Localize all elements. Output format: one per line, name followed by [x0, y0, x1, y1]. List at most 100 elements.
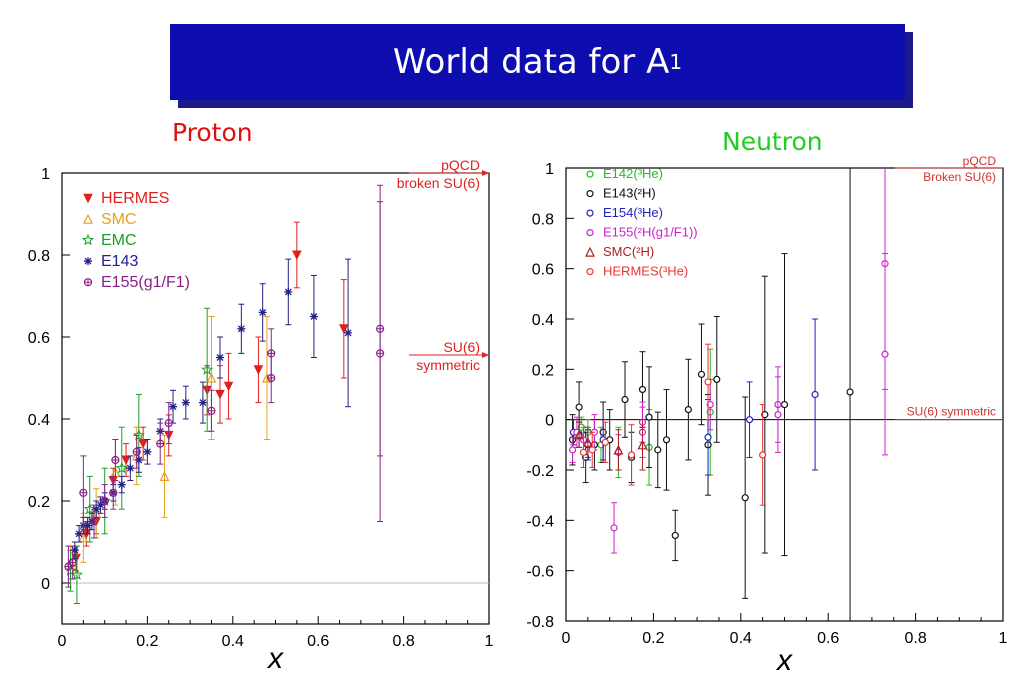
neutron-data-point: [671, 531, 679, 540]
neutron-legend-marker: [585, 246, 595, 257]
proton-data-point: [156, 439, 165, 448]
neutron-xtick-label: 0.6: [817, 630, 839, 647]
neutron-ytick-label: 0.6: [532, 262, 554, 279]
neutron-ytick-label: -0.2: [526, 463, 554, 480]
slide-title-subscript: 1: [669, 50, 683, 74]
proton-data-point: [111, 455, 120, 465]
neutron-legend-marker: [586, 190, 594, 198]
neutron-legend-label: E142(³He): [603, 166, 663, 181]
neutron-data-point: [662, 436, 671, 444]
neutron-data-point: [697, 370, 706, 378]
neutron-data-point: [811, 390, 819, 399]
proton-legend-label: EMC: [101, 232, 137, 249]
neutron-ytick-label: 0.8: [532, 211, 554, 228]
neutron-data-point: [774, 411, 782, 419]
proton-legend-marker: [81, 233, 95, 246]
proton-data-point: [267, 349, 276, 358]
proton-data-point: [92, 505, 101, 514]
neutron-data-point: [613, 444, 624, 455]
proton-legend: HERMES SMC EMC E143 E155(g1/F1): [81, 190, 190, 291]
proton-data-point: [201, 363, 214, 375]
neutron-xtick-label: 0.8: [904, 630, 926, 647]
neutron-data-point: [654, 446, 662, 454]
proton-ytick-label: 0.8: [28, 248, 50, 265]
neutron-ytick-label: 0.2: [532, 362, 554, 379]
neutron-legend-label: E143(²H): [603, 186, 656, 201]
proton-data-point: [89, 517, 99, 526]
proton-data-point: [132, 447, 141, 456]
proton-annotation-arrowhead: [482, 352, 489, 359]
proton-xtick-label: 0.4: [222, 633, 244, 650]
neutron-xtick-label: 1: [999, 630, 1008, 647]
proton-data-point: [126, 464, 135, 473]
proton-data-point: [75, 529, 84, 538]
proton-panel-label: Proton: [172, 118, 253, 147]
proton-ytick-label: 0.6: [28, 330, 50, 347]
proton-data-point: [64, 562, 73, 571]
neutron-annotation-line2: Broken SU(6): [923, 170, 996, 184]
neutron-data-point: [704, 433, 712, 441]
neutron-legend: E142(³He) E143(²H) E154(³He) E155(²H(g1/F1)…: [585, 166, 698, 279]
proton-annotation: SU(6) symmetric: [409, 339, 489, 373]
neutron-annotation: SU(6) symmetric: [895, 405, 1003, 421]
neutron-series: [568, 168, 889, 554]
neutron-data-point: [588, 446, 596, 454]
proton-legend-marker: [83, 193, 93, 204]
neutron-ytick-label: 0.4: [532, 312, 554, 329]
proton-legend-label: SMC: [101, 211, 137, 228]
proton-data-point: [223, 381, 234, 392]
neutron-data-point: [621, 395, 629, 404]
neutron-legend-label: SMC(²H): [603, 244, 654, 259]
slide-title-text: World data for A: [392, 42, 670, 82]
proton-data-point: [79, 488, 88, 497]
neutron-data-point: [713, 375, 721, 383]
neutron-ytick-label: -0.8: [526, 614, 554, 631]
proton-data-point: [284, 287, 293, 296]
neutron-series: [574, 419, 648, 471]
proton-annotation: pQCD broken SU(6): [397, 157, 489, 191]
proton-data-point: [143, 447, 152, 456]
proton-ytick-label: 0.2: [28, 494, 50, 511]
neutron-panel-label: Neutron: [722, 127, 823, 156]
proton-annotation-line2: symmetric: [416, 357, 480, 373]
proton-xaxis-label: x: [266, 642, 284, 675]
proton-annotation-line1: pQCD: [441, 157, 480, 173]
proton-data-point: [96, 501, 105, 510]
neutron-data-point: [568, 446, 577, 454]
proton-xtick-label: 1: [485, 633, 494, 650]
proton-series: [70, 258, 353, 559]
proton-chart: 0 0.2 0.4 0.6 0.8 1 0 0.2 0.4 0.6 0.8 1 x HERMES SMC EM…: [28, 157, 494, 675]
proton-annotation-line1: SU(6): [443, 339, 480, 355]
neutron-ytick-label: -0.6: [526, 564, 554, 581]
proton-data-point: [215, 353, 224, 362]
proton-ytick-label: 0: [41, 576, 50, 593]
neutron-series: [569, 318, 819, 476]
proton-data-point: [344, 328, 353, 337]
neutron-annotation-line1: SU(6) symmetric: [907, 405, 996, 419]
proton-data-point: [258, 308, 267, 317]
proton-data-point: [138, 439, 148, 449]
proton-data-point: [339, 324, 349, 334]
neutron-data-point: [881, 350, 889, 358]
proton-data-point: [198, 398, 207, 407]
neutron-data-point: [601, 438, 609, 446]
proton-data-point: [237, 324, 246, 333]
proton-data-point: [159, 471, 170, 481]
neutron-legend-marker: [586, 268, 594, 276]
proton-data-point: [109, 488, 118, 497]
neutron-xtick-label: 0.2: [642, 630, 664, 647]
proton-data-point: [169, 402, 178, 411]
neutron-annotation: pQCD Broken SU(6): [895, 154, 1003, 184]
neutron-legend-label: E155(²H(g1/F1)): [603, 225, 698, 240]
proton-data-point: [83, 502, 96, 515]
proton-data-point: [206, 372, 217, 383]
proton-data-point: [78, 532, 89, 543]
neutron-xaxis-label: x: [775, 644, 793, 677]
neutron-data-point: [684, 406, 692, 414]
proton-legend-marker: [84, 257, 92, 266]
neutron-data-point: [610, 524, 618, 532]
neutron-data-point: [759, 451, 767, 459]
neutron-data-point: [706, 400, 714, 409]
proton-data-point: [115, 461, 128, 474]
